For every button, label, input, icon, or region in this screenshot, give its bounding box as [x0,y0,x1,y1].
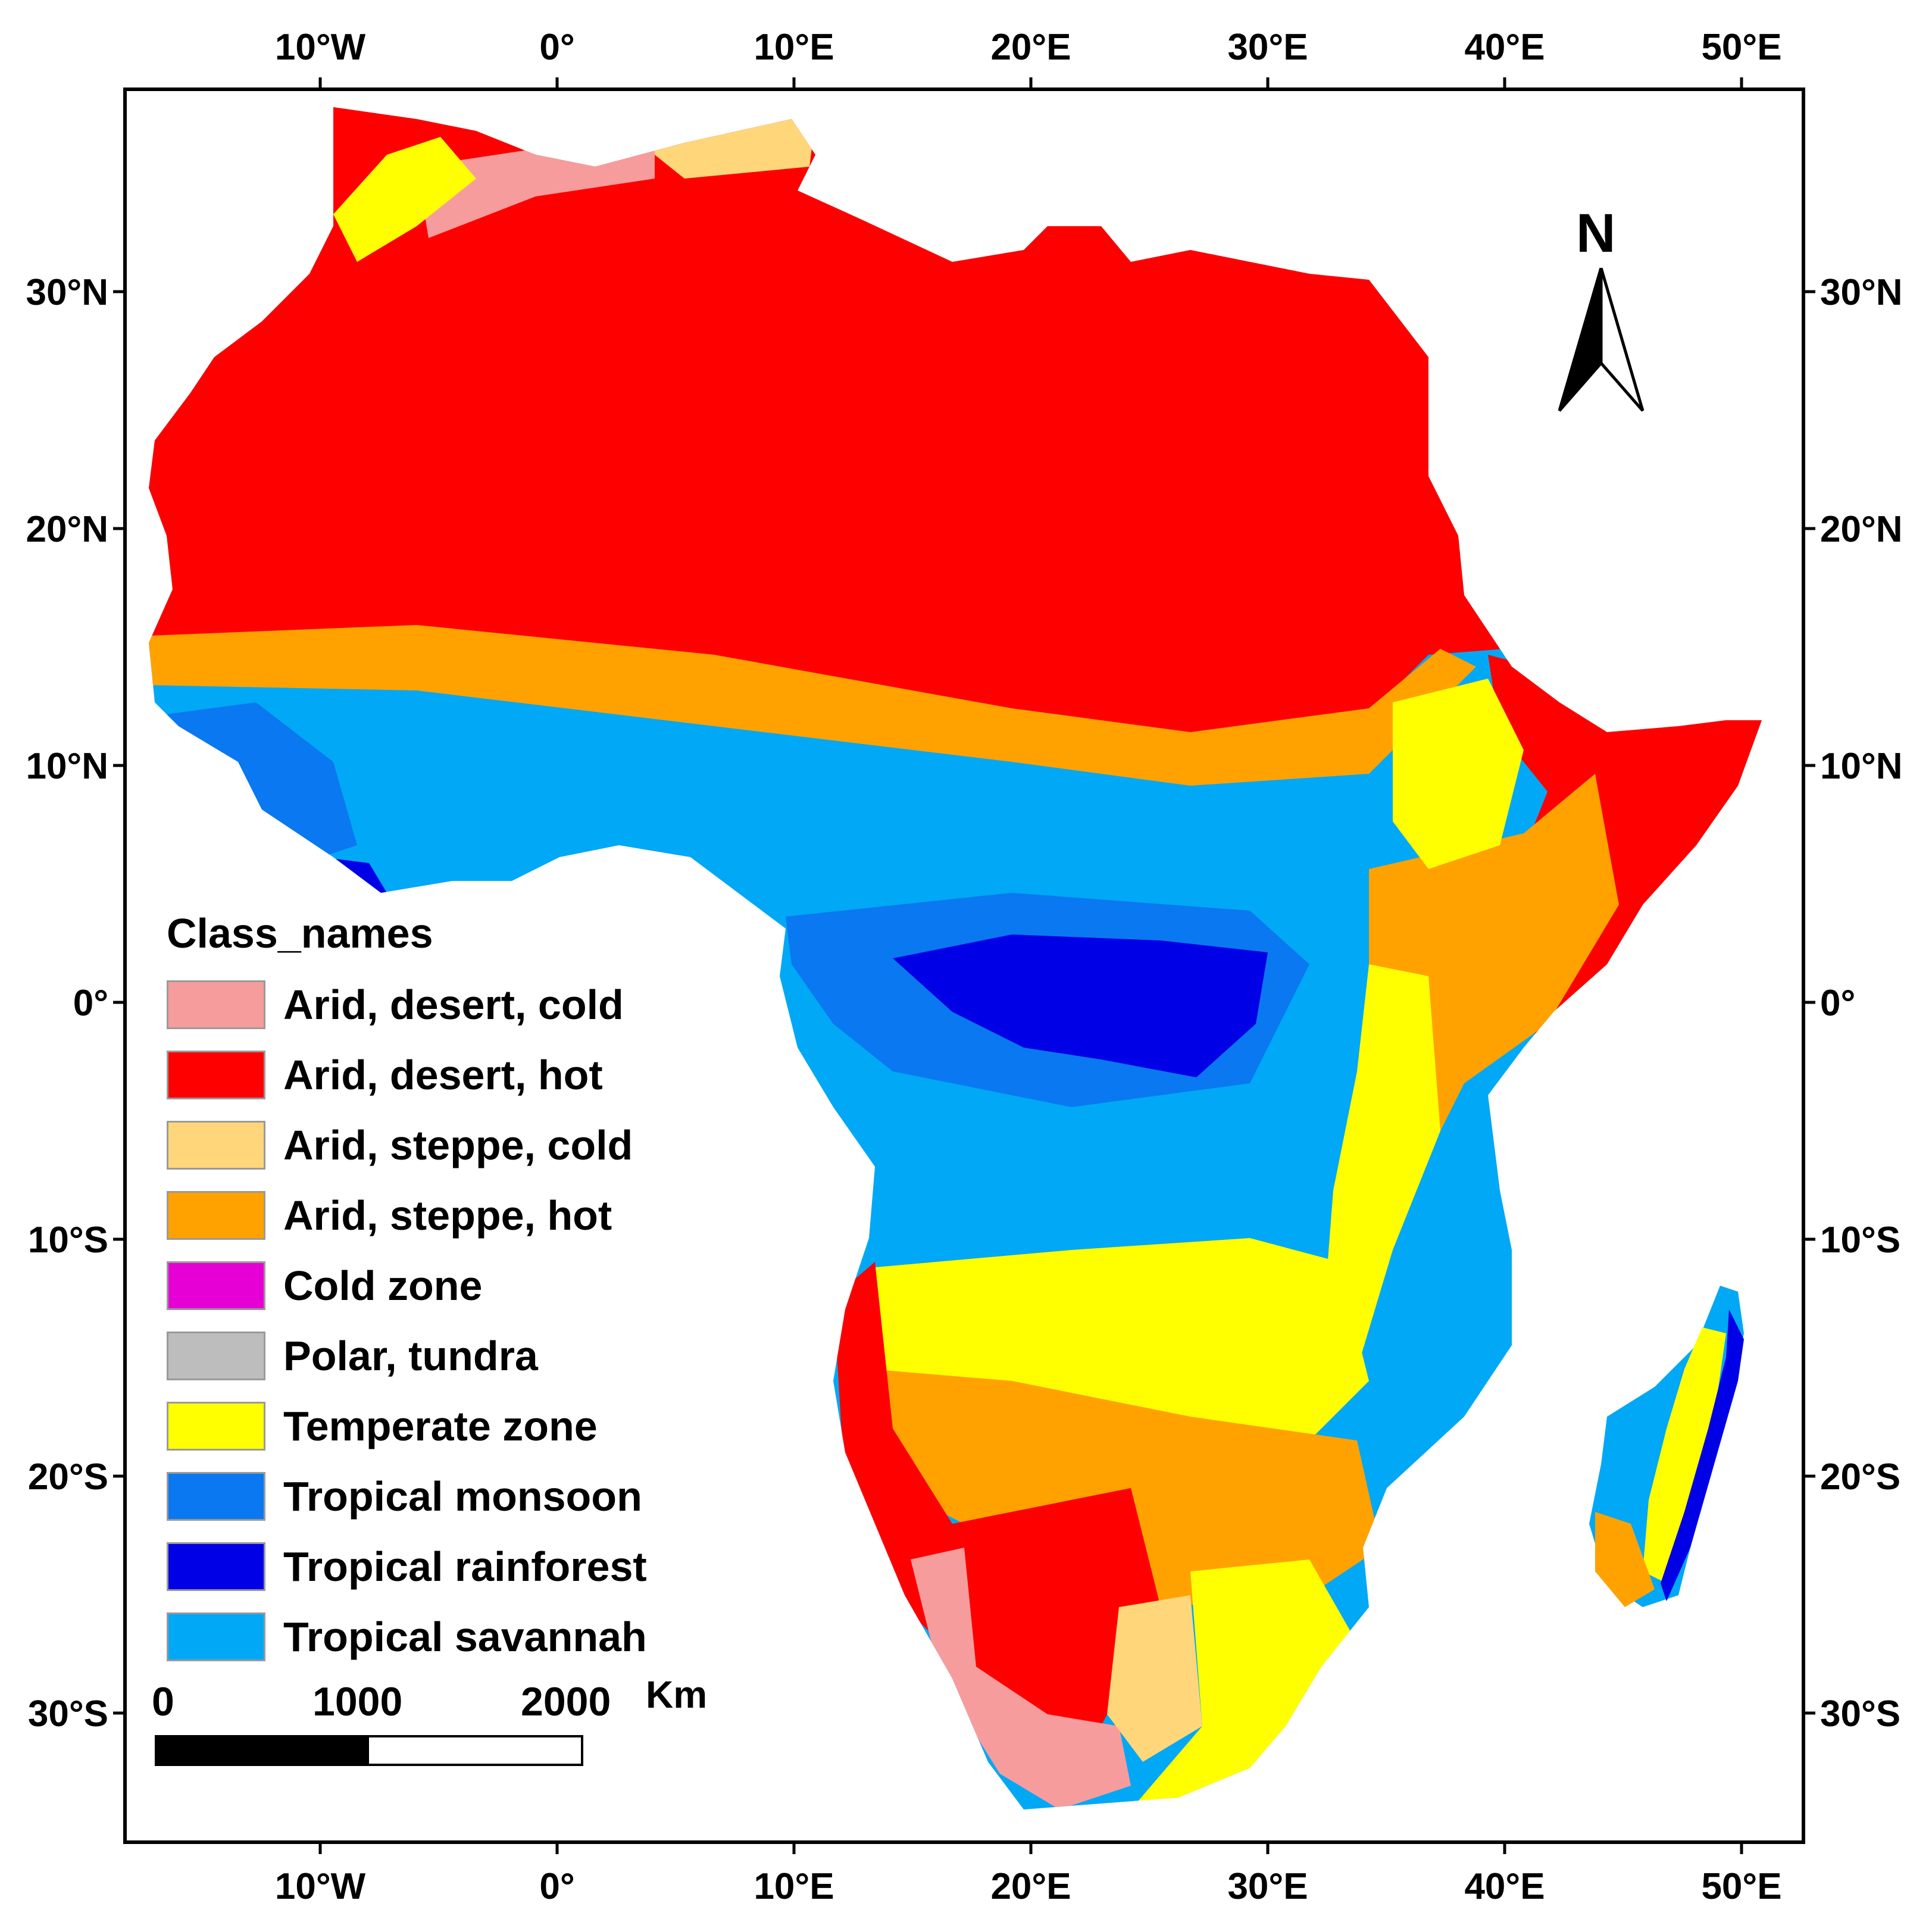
left-tick-label: 30°N [26,272,108,313]
legend-item: Tropical savannah [167,1602,762,1672]
scale-bar-black-segment [157,1737,369,1764]
legend-swatch [167,1051,265,1099]
bottom-tick-label: 10°W [275,1866,366,1907]
legend-label: Tropical rainforest [283,1543,647,1590]
scale-bar-graphic [155,1735,583,1766]
top-tick-label: 50°E [1701,27,1781,68]
legend-swatch [167,1261,265,1310]
bottom-tick-label: 20°E [990,1866,1071,1907]
top-tick-label: 10°E [754,27,834,68]
region-temperate-east-highlands [1393,679,1524,869]
legend-swatch [167,980,265,1029]
madagascar-temperate [1643,1327,1726,1583]
legend-label: Tropical savannah [283,1614,647,1660]
region-tropical-monsoon-west [167,702,357,869]
bottom-tick-label: 0° [539,1866,574,1907]
left-tick-label: 20°N [26,509,108,550]
scale-label-0: 0 [152,1679,174,1724]
left-tick-label: 30°S [28,1693,108,1734]
legend-title: Class_names [167,910,433,957]
legend-item: Arid, steppe, cold [167,1110,762,1180]
legend-item: Polar, tundra [167,1321,762,1391]
top-tick-label: 30°E [1227,27,1308,68]
top-tick-label: 20°E [990,27,1071,68]
right-tick-label: 20°S [1820,1457,1900,1498]
legend-swatch [167,1542,265,1591]
region-arid-steppe-cold-south [1107,1595,1202,1762]
legend-label: Temperate zone [283,1403,598,1449]
region-temperate-north [333,137,476,262]
scale-bar: 0 1000 2000 Km [152,1673,707,1774]
right-tick-label: 20°N [1820,509,1903,550]
top-tick-label: 0° [539,27,574,68]
legend-swatch [167,1332,265,1380]
legend-label: Cold zone [283,1262,483,1309]
scale-unit: Km [646,1673,708,1716]
legend-swatch [167,1121,265,1170]
legend-items: Arid, desert, cold Arid, desert, hot Arid,… [167,970,762,1672]
legend-label: Polar, tundra [283,1333,538,1379]
left-tick-label: 10°S [28,1220,108,1261]
region-tropical-rainforest-congo [893,935,1268,1077]
scale-label-2000: 2000 [521,1679,611,1724]
north-arrow: N [1548,202,1655,417]
legend-item: Cold zone [167,1251,762,1321]
madagascar-rainforest [1661,1309,1744,1601]
legend-label: Arid, steppe, hot [283,1192,612,1239]
left-tick-labels: 30°N 20°N 10°N 0° 10°S 20°S 30°S [26,272,108,1734]
scale-label-1000: 1000 [312,1679,403,1724]
left-tick-label: 20°S [28,1457,108,1498]
legend-label: Arid, desert, cold [283,982,624,1028]
right-tick-labels: 30°N 20°N 10°N 0° 10°S 20°S 30°S [1820,272,1903,1734]
legend-label: Tropical monsoon [283,1473,642,1520]
legend-label: Arid, steppe, cold [283,1122,633,1168]
legend-item: Tropical rainforest [167,1532,762,1602]
legend: Class_names Arid, desert, cold Arid, dese… [167,911,762,1672]
legend-item: Tropical monsoon [167,1461,762,1532]
right-tick-label: 10°N [1820,746,1903,787]
region-arid-steppe-hot-south [869,1369,1381,1607]
left-tick-label: 0° [73,983,108,1024]
legend-item: Arid, steppe, hot [167,1180,762,1251]
legend-swatch [167,1472,265,1521]
bottom-tick-label: 50°E [1701,1866,1781,1907]
right-tick-label: 30°N [1820,272,1903,313]
top-tick-label: 10°W [275,27,366,68]
bottom-tick-label: 30°E [1227,1866,1308,1907]
bottom-tick-labels: 10°W 0° 10°E 20°E 30°E 40°E 50°E [275,1866,1782,1907]
region-arid-desert-hot-southwest [833,1262,1161,1726]
top-tick-labels: 10°W 0° 10°E 20°E 30°E 40°E 50°E [275,27,1782,68]
legend-item: Arid, desert, hot [167,1040,762,1110]
north-letter: N [1576,203,1616,264]
legend-swatch [167,1612,265,1661]
north-arrow-icon [1558,268,1645,412]
right-tick-label: 0° [1820,983,1855,1024]
region-arid-steppe-hot-sahel [149,625,1476,786]
legend-item: Arid, desert, cold [167,970,762,1040]
tick-marks [113,77,1815,1854]
legend-swatch [167,1191,265,1240]
region-arid-desert-cold-southwest [911,1548,1131,1809]
left-tick-label: 10°N [26,746,108,787]
legend-label: Arid, desert, hot [283,1052,603,1098]
bottom-tick-label: 40°E [1464,1866,1545,1907]
madagascar-island [1589,1286,1744,1607]
region-temperate-east-lakes [1321,964,1440,1369]
top-tick-label: 40°E [1464,27,1545,68]
right-tick-label: 10°S [1820,1220,1900,1261]
madagascar-steppe-hot [1595,1512,1655,1607]
legend-swatch [167,1402,265,1451]
right-tick-label: 30°S [1820,1693,1900,1734]
legend-item: Temperate zone [167,1391,762,1461]
region-temperate-south-east [1131,1559,1357,1809]
bottom-tick-label: 10°E [754,1866,834,1907]
map-frame [123,87,1805,1844]
